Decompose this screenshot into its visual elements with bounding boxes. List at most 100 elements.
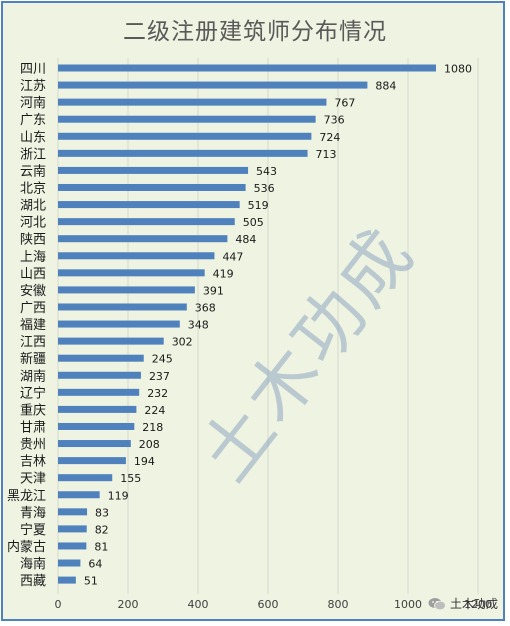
bar	[58, 491, 100, 499]
category-label: 西藏	[20, 574, 46, 589]
value-label: 484	[235, 233, 256, 246]
bar	[58, 303, 187, 311]
bar	[58, 64, 436, 72]
value-label: 232	[147, 387, 168, 400]
value-label: 505	[243, 216, 264, 229]
bar	[58, 218, 235, 226]
category-label: 四川	[20, 62, 46, 77]
bar	[58, 388, 140, 396]
bar	[58, 320, 180, 328]
category-label: 福建	[20, 318, 46, 333]
category-label: 天津	[20, 472, 46, 487]
value-label: 64	[88, 558, 102, 571]
bar	[58, 98, 327, 106]
bar	[58, 183, 246, 191]
value-label: 208	[139, 438, 160, 451]
category-label: 湖南	[20, 368, 46, 384]
value-label: 884	[375, 80, 396, 93]
value-label: 1080	[444, 63, 472, 76]
value-label: 447	[222, 250, 243, 263]
value-label: 348	[188, 319, 209, 332]
bar	[58, 576, 76, 584]
value-label: 419	[213, 267, 234, 280]
category-label: 上海	[20, 250, 46, 265]
value-label: 224	[144, 404, 165, 417]
brand-text: 土木功成	[449, 597, 498, 611]
brand-label: 土木功成	[428, 595, 498, 612]
category-label: 辽宁	[20, 385, 46, 401]
value-label: 724	[319, 131, 340, 144]
value-label: 713	[316, 148, 337, 161]
value-label: 155	[120, 472, 141, 485]
value-label: 391	[203, 284, 224, 297]
value-label: 245	[152, 353, 173, 366]
value-label: 194	[134, 455, 155, 468]
value-label: 536	[254, 182, 275, 195]
bar	[58, 371, 141, 379]
x-tick-label: 1200	[464, 598, 492, 611]
category-label: 海南	[20, 556, 46, 572]
category-label: 陕西	[20, 233, 46, 248]
x-tick-label: 800	[328, 598, 349, 611]
value-label: 368	[195, 301, 216, 314]
bar	[58, 132, 312, 140]
bar	[58, 235, 228, 243]
category-label: 新疆	[20, 351, 46, 367]
bar	[58, 115, 316, 123]
category-label: 吉林	[20, 455, 46, 470]
bar	[58, 542, 87, 550]
x-tick-label: 200	[118, 598, 139, 611]
value-label: 543	[256, 165, 277, 178]
bar	[58, 405, 137, 413]
category-label: 广东	[20, 113, 46, 128]
value-label: 767	[334, 97, 355, 110]
bar	[58, 559, 81, 567]
bar	[58, 354, 144, 362]
category-label: 甘肃	[20, 420, 46, 435]
category-label: 青海	[20, 506, 46, 521]
category-label: 云南	[20, 163, 46, 179]
bar	[58, 440, 131, 448]
category-label: 江西	[20, 335, 46, 350]
bar	[58, 422, 135, 430]
value-label: 119	[108, 489, 129, 502]
value-label: 519	[248, 199, 269, 212]
value-label: 736	[324, 114, 345, 127]
category-label: 北京	[20, 181, 46, 196]
x-tick-label: 1000	[394, 598, 422, 611]
bar	[58, 149, 308, 157]
x-tick-label: 600	[258, 598, 279, 611]
bar	[58, 474, 113, 482]
bar	[58, 201, 240, 209]
category-label: 浙江	[20, 147, 46, 162]
x-tick-label: 0	[55, 598, 62, 611]
category-label: 黑龙江	[7, 489, 46, 504]
category-label: 重庆	[20, 402, 46, 418]
bar	[58, 508, 88, 516]
wechat-icon	[428, 597, 446, 610]
category-label: 内蒙古	[7, 539, 46, 555]
bar	[58, 252, 215, 260]
bar	[58, 286, 195, 294]
category-label: 湖北	[20, 199, 46, 214]
category-label: 山东	[20, 130, 46, 145]
category-label: 河南	[20, 95, 46, 111]
category-label: 安徽	[20, 284, 46, 299]
category-label: 江苏	[20, 78, 46, 94]
value-label: 302	[172, 336, 193, 349]
bar	[58, 337, 164, 345]
category-label: 贵州	[20, 438, 46, 453]
category-label: 宁夏	[20, 522, 46, 538]
category-label: 广西	[20, 301, 46, 316]
bar	[58, 457, 126, 465]
value-label: 51	[84, 575, 98, 588]
value-label: 82	[95, 523, 109, 536]
value-label: 218	[142, 421, 163, 434]
x-tick-label: 400	[188, 598, 209, 611]
category-label: 山西	[20, 267, 46, 282]
value-label: 83	[95, 506, 109, 519]
bar	[58, 166, 249, 174]
bar	[58, 269, 205, 277]
chart-title: 二级注册建筑师分布情况	[123, 19, 387, 45]
